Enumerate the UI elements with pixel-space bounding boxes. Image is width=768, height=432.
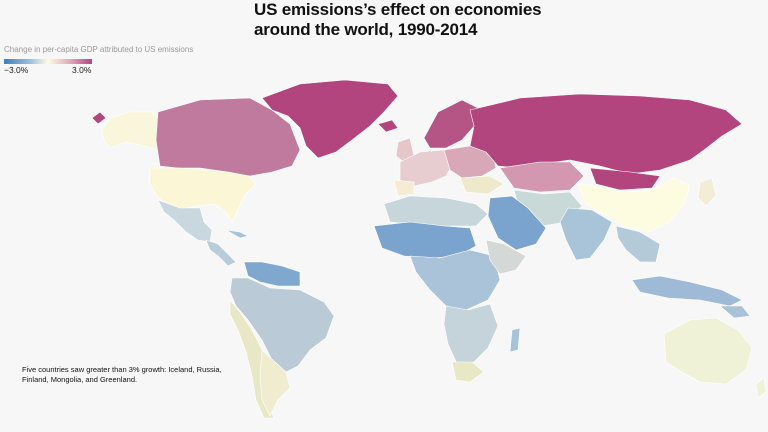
- legend-min-label: −3.0%: [4, 65, 29, 75]
- region-scandinavia[interactable]: [423, 99, 479, 149]
- region-india[interactable]: [559, 207, 613, 261]
- region-turkey[interactable]: [459, 175, 505, 195]
- region-iceland[interactable]: [377, 119, 399, 133]
- region-central-america[interactable]: [205, 239, 237, 267]
- region-south-africa[interactable]: [451, 361, 485, 383]
- region-indonesia[interactable]: [631, 275, 743, 307]
- region-iberia[interactable]: [393, 179, 415, 197]
- region-southern-africa[interactable]: [443, 303, 499, 367]
- region-argentina[interactable]: [259, 349, 291, 417]
- region-aleutians[interactable]: [91, 111, 107, 125]
- region-madagascar[interactable]: [509, 327, 521, 353]
- region-china[interactable]: [577, 177, 691, 233]
- region-greenland[interactable]: [261, 79, 399, 159]
- region-mongolia[interactable]: [589, 167, 661, 191]
- region-venezuela-guyanas[interactable]: [243, 261, 301, 287]
- region-australia[interactable]: [663, 317, 753, 385]
- region-central-africa[interactable]: [409, 249, 501, 311]
- region-united-states[interactable]: [149, 167, 257, 223]
- region-new-zealand[interactable]: [755, 377, 767, 399]
- color-legend: Change in per-capita GDP attributed to U…: [4, 45, 204, 76]
- map-title: US emissions’s effect on economies aroun…: [254, 0, 542, 39]
- region-papua-new-guinea[interactable]: [719, 305, 751, 319]
- region-southeast-asia[interactable]: [615, 225, 661, 263]
- legend-max-label: 3.0%: [72, 65, 92, 75]
- region-russia[interactable]: [469, 93, 743, 175]
- region-brazil-andes[interactable]: [229, 277, 335, 373]
- region-japan[interactable]: [697, 177, 717, 207]
- region-alaska[interactable]: [101, 111, 161, 151]
- region-caribbean[interactable]: [225, 229, 249, 239]
- region-arabia[interactable]: [487, 195, 547, 251]
- legend-caption: Change in per-capita GDP attributed to U…: [4, 45, 194, 54]
- region-horn-of-africa[interactable]: [485, 239, 527, 275]
- region-kazakhstan[interactable]: [499, 161, 585, 193]
- legend-gradient-bar: [4, 59, 92, 64]
- region-north-africa[interactable]: [383, 195, 489, 227]
- legend-ticks: −3.0% 3.0%: [4, 64, 104, 76]
- map-footnote: Five countries saw greater than 3% growt…: [22, 365, 222, 384]
- region-canada[interactable]: [155, 97, 301, 177]
